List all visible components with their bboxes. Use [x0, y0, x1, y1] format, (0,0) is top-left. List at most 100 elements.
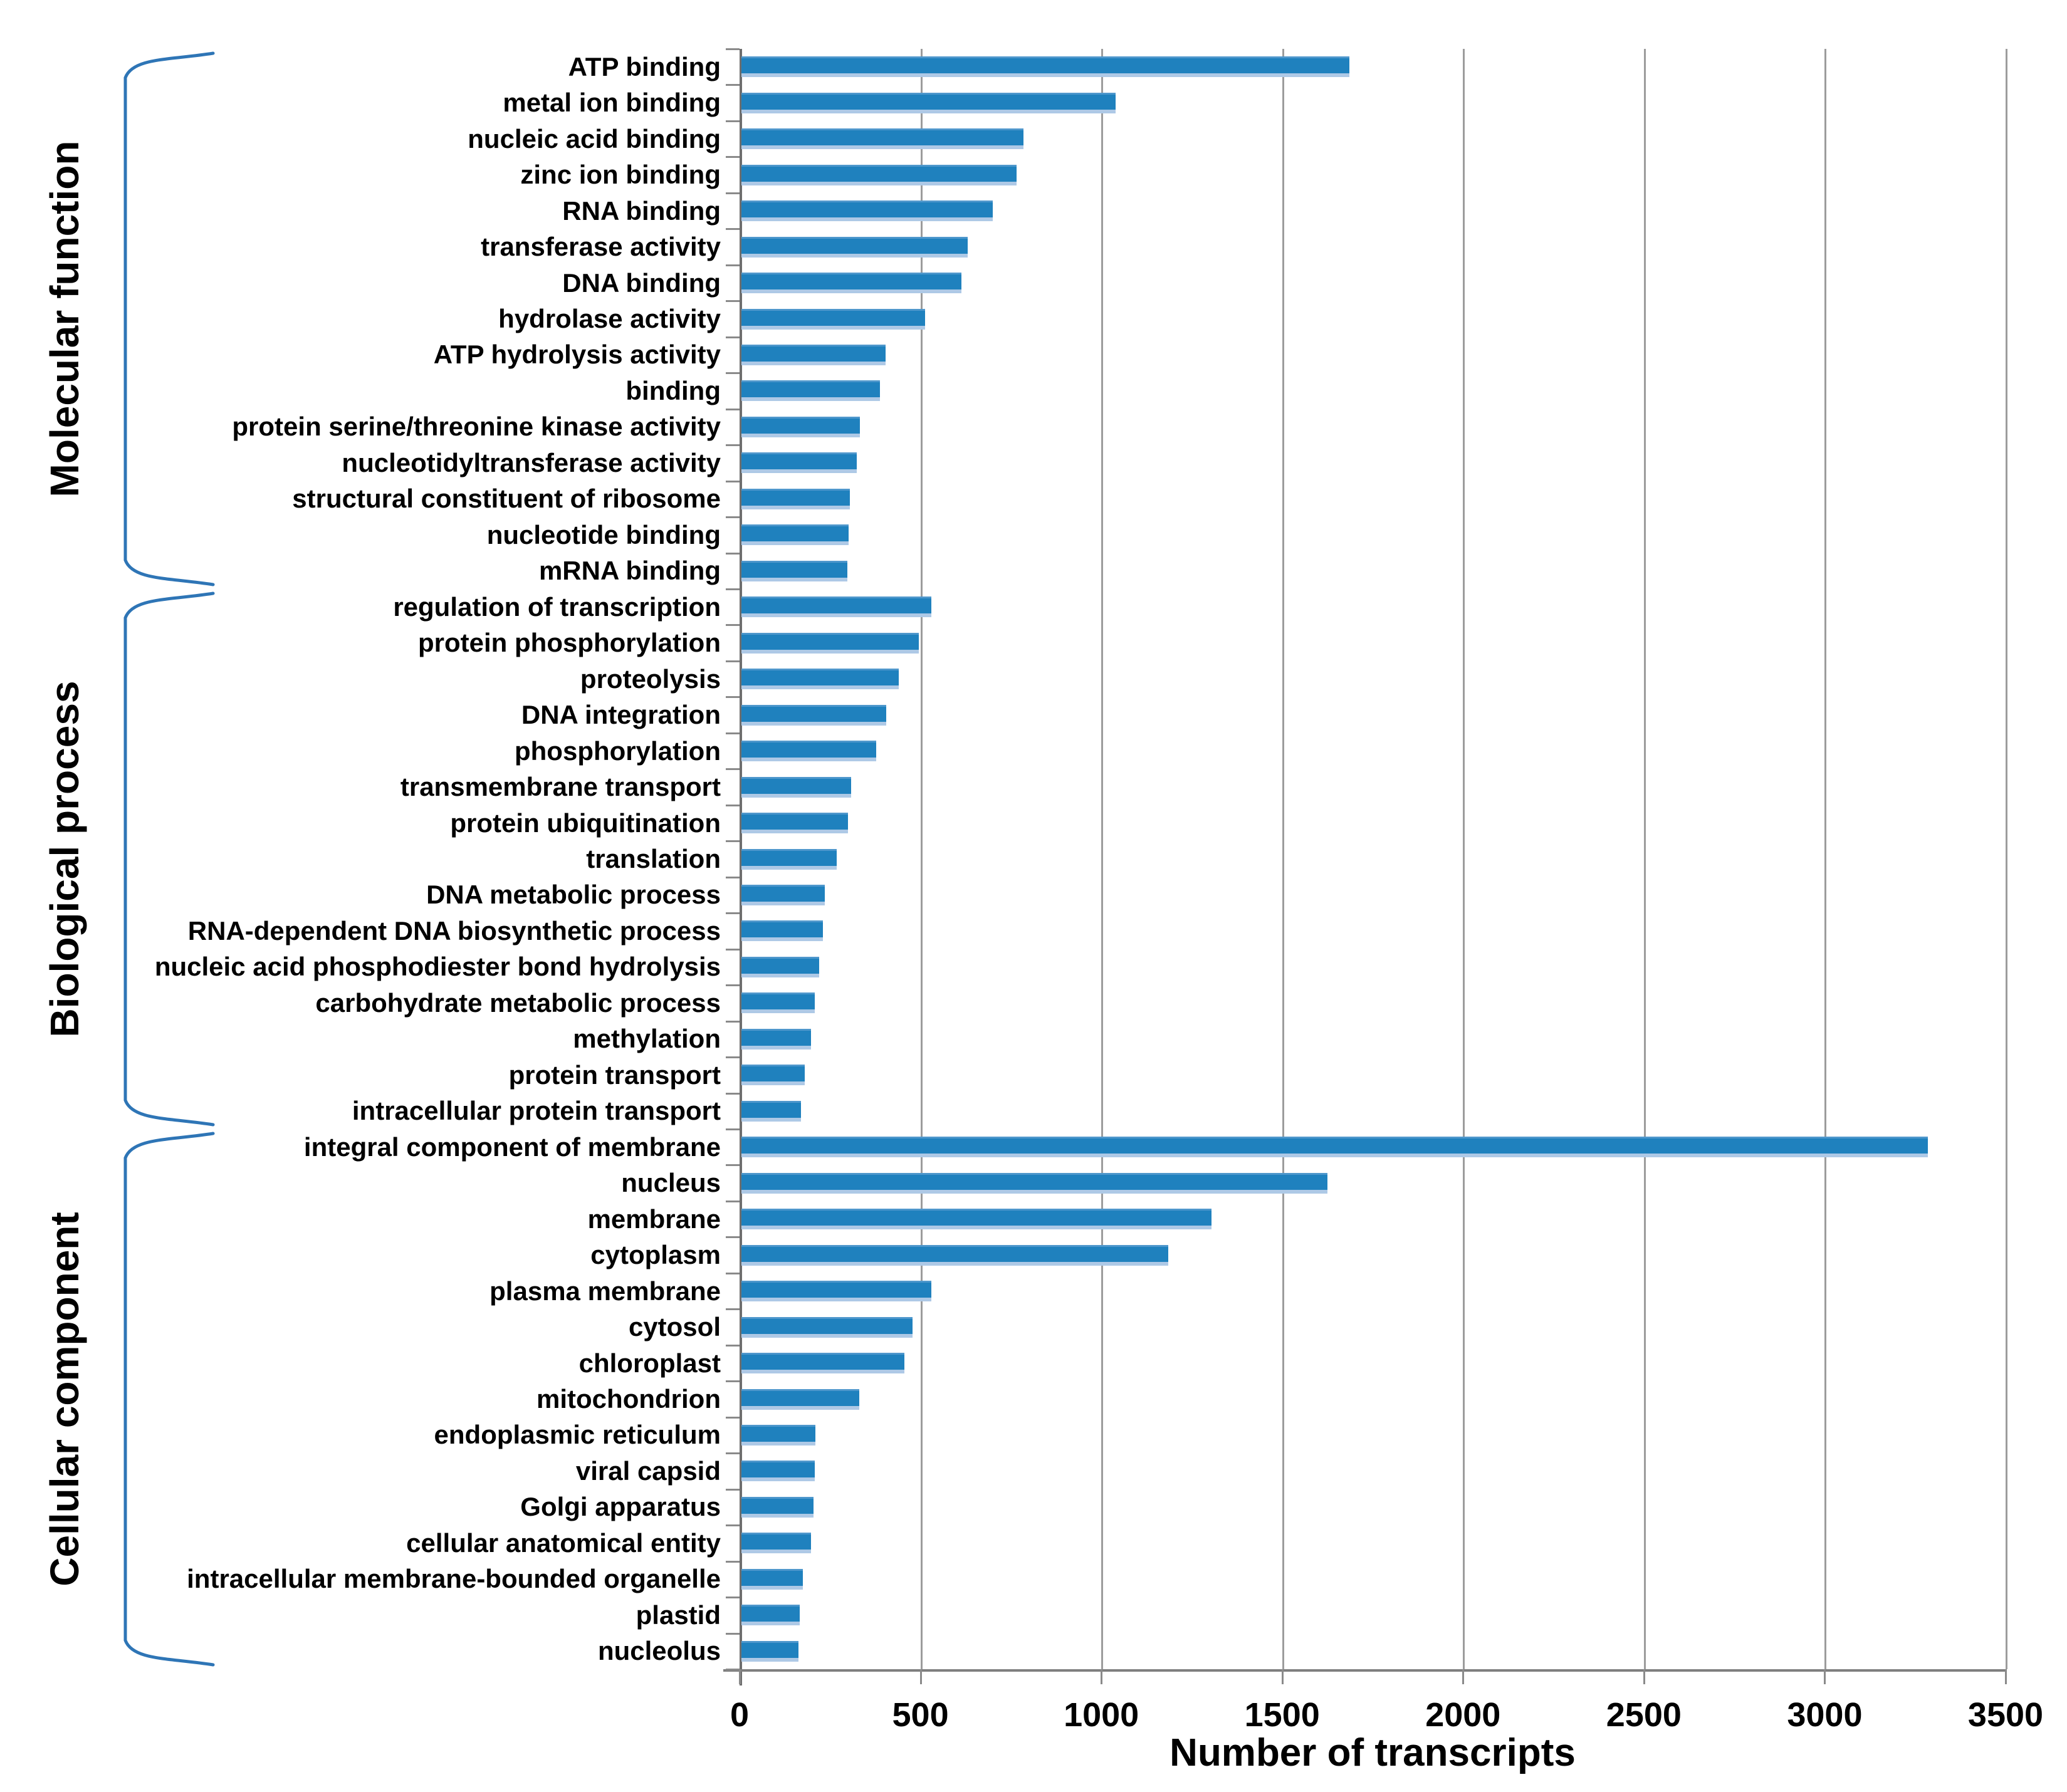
bar-dna-metabolic-process: [741, 884, 825, 905]
bar-translation: [741, 848, 837, 870]
term-label: cellular anatomical entity: [406, 1528, 721, 1558]
y-axis-tick: [726, 444, 740, 447]
term-label: binding: [625, 375, 721, 405]
term-label: nucleotide binding: [486, 519, 721, 550]
x-tick-label-0: 0: [730, 1696, 750, 1734]
bar-nucleus: [741, 1172, 1327, 1194]
term-label: intracellular membrane-bounded organelle: [187, 1564, 721, 1594]
bar-protein-transport: [741, 1065, 805, 1086]
x-axis-title: Number of transcripts: [1170, 1731, 1576, 1774]
y-axis-tick: [726, 840, 740, 843]
term-label: endoplasmic reticulum: [434, 1420, 721, 1450]
y-axis-tick: [726, 1200, 740, 1202]
y-axis-tick: [726, 1597, 740, 1599]
term-label: zinc ion binding: [520, 160, 721, 190]
y-axis-tick: [726, 1380, 740, 1383]
term-label: carbohydrate metabolic process: [315, 987, 721, 1018]
y-axis-tick: [726, 1056, 740, 1059]
term-label: integral component of membrane: [303, 1132, 721, 1162]
term-label: proteolysis: [580, 664, 721, 694]
term-label: DNA integration: [521, 700, 721, 730]
bar-intracellular-membrane-bounded-organelle: [741, 1568, 803, 1590]
bar-atp-hydrolysis-activity: [741, 344, 886, 365]
term-label: DNA metabolic process: [426, 880, 721, 910]
y-axis-tick: [726, 1669, 740, 1670]
term-label: hydrolase activity: [498, 303, 721, 333]
bar-plastid: [741, 1605, 800, 1626]
term-label: metal ion binding: [503, 88, 721, 118]
x-axis-tick: [739, 1669, 741, 1684]
bar-dna-integration: [741, 704, 886, 726]
y-axis-tick: [726, 1344, 740, 1347]
y-axis-tick: [726, 984, 740, 987]
term-label: transmembrane transport: [400, 772, 721, 802]
y-axis-tick: [726, 1236, 740, 1239]
bar-cellular-anatomical-entity: [741, 1533, 811, 1554]
term-label: nucleic acid phosphodiester bond hydroly…: [154, 952, 721, 982]
bar-proteolysis: [741, 669, 899, 690]
y-axis-tick: [726, 1452, 740, 1455]
bar-metal-ion-binding: [741, 92, 1116, 113]
term-label: protein phosphorylation: [418, 628, 721, 658]
x-tick-label-3500: 3500: [1967, 1696, 2044, 1734]
y-axis-tick: [726, 228, 740, 231]
gridline-1000: [1101, 49, 1104, 1669]
bracket-biological-process: [123, 591, 215, 1127]
y-axis-tick: [726, 1560, 740, 1563]
x-axis-tick: [1281, 1669, 1284, 1684]
term-label: RNA-dependent DNA biosynthetic process: [187, 915, 721, 945]
gridline-500: [920, 49, 923, 1669]
term-label: ATP binding: [568, 51, 721, 81]
bar-golgi-apparatus: [741, 1496, 814, 1518]
term-label: DNA binding: [562, 268, 721, 298]
bar-protein-ubiquitination: [741, 813, 848, 834]
y-axis-tick: [726, 408, 740, 410]
term-label: Golgi apparatus: [520, 1492, 721, 1522]
bar-binding: [741, 380, 880, 402]
y-axis-tick: [726, 192, 740, 194]
bar-protein-serine-threonine-kinase-activity: [741, 416, 860, 437]
bar-phosphorylation: [741, 741, 876, 762]
y-axis-tick: [726, 48, 740, 50]
y-axis-tick: [726, 1092, 740, 1095]
y-axis-tick: [726, 264, 740, 266]
bar-rna-dependent-dna-biosynthetic-process: [741, 920, 823, 942]
gridline-3000: [1824, 49, 1827, 1669]
x-tick-label-500: 500: [892, 1696, 949, 1734]
bar-chloroplast: [741, 1353, 904, 1374]
bar-methylation: [741, 1028, 811, 1050]
x-axis-tick: [919, 1669, 922, 1684]
y-axis-tick: [726, 624, 740, 627]
term-label: phosphorylation: [515, 736, 721, 766]
bar-zinc-ion-binding: [741, 164, 1017, 185]
term-label: mitochondrion: [536, 1383, 721, 1414]
term-label: nucleus: [621, 1168, 721, 1198]
bar-nucleotide-binding: [741, 524, 849, 546]
y-axis-tick: [726, 588, 740, 590]
y-axis-tick: [726, 372, 740, 375]
bar-carbohydrate-metabolic-process: [741, 992, 815, 1014]
bracket-molecular-function: [123, 51, 215, 586]
term-label: intracellular protein transport: [352, 1096, 721, 1126]
y-axis-tick: [726, 1632, 740, 1635]
group-label-molecular-function: Molecular function: [42, 140, 87, 497]
bar-intracellular-protein-transport: [741, 1100, 801, 1122]
term-label: mRNA binding: [538, 556, 721, 586]
bar-nucleic-acid-phosphodiester-bond-hydrolysis: [741, 956, 819, 977]
y-axis-tick: [726, 480, 740, 482]
bar-cytoplasm: [741, 1244, 1168, 1266]
bar-protein-phosphorylation: [741, 632, 919, 654]
gridline-2500: [1643, 49, 1646, 1669]
bar-membrane: [741, 1209, 1211, 1230]
term-label: cytoplasm: [590, 1240, 721, 1270]
y-axis-tick: [726, 948, 740, 951]
term-label: protein serine/threonine kinase activity: [232, 412, 721, 442]
x-tick-label-3000: 3000: [1787, 1696, 1863, 1734]
term-label: RNA binding: [562, 195, 721, 226]
bar-nucleic-acid-binding: [741, 128, 1023, 150]
term-label: plastid: [636, 1600, 721, 1630]
y-axis-tick: [726, 1128, 740, 1130]
y-axis-tick: [726, 1164, 740, 1167]
x-axis-line: [723, 1669, 2006, 1672]
term-label: regulation of transcription: [393, 591, 721, 622]
